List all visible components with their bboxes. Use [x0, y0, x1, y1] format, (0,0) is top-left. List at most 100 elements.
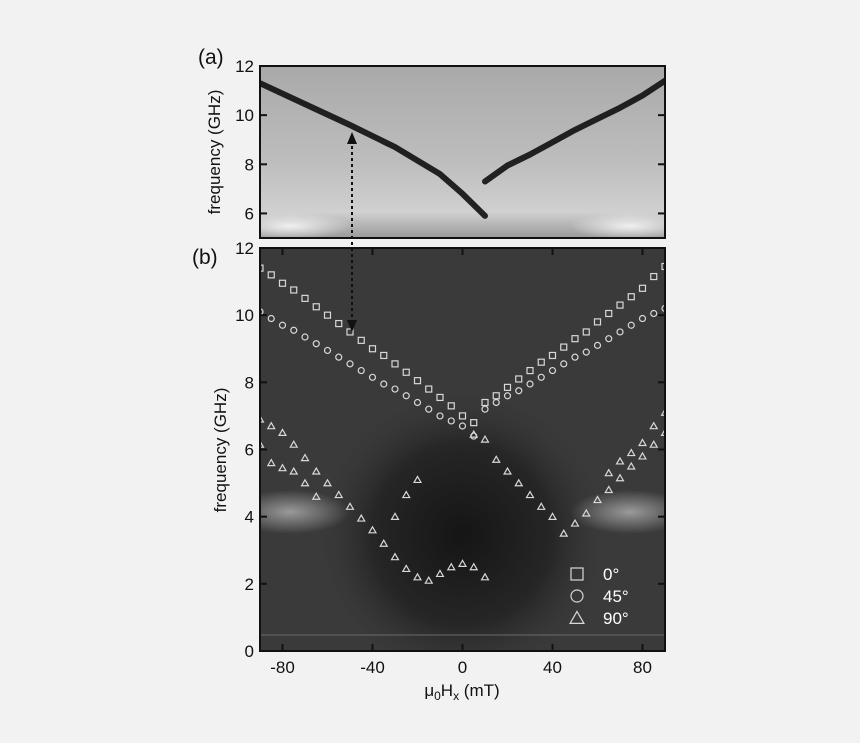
panel-b-ytick-label: 8	[245, 373, 254, 392]
link-arrow-head-bottom	[347, 320, 357, 332]
data-point-triangle	[266, 421, 276, 430]
data-point-triangle	[548, 512, 557, 520]
data-point-circle	[638, 314, 647, 323]
panel-b-bright-right	[570, 490, 665, 534]
data-point-triangle	[638, 451, 647, 460]
data-point-triangle	[536, 502, 546, 510]
data-point-triangle	[401, 564, 411, 573]
legend-marker-square	[570, 567, 584, 581]
data-point-triangle	[525, 490, 535, 499]
data-point-triangle	[345, 502, 355, 510]
data-point-square	[425, 385, 433, 393]
data-point-triangle	[300, 453, 310, 462]
data-point-triangle	[289, 439, 299, 448]
data-point-square	[301, 294, 309, 302]
link-arrow	[347, 132, 357, 332]
data-point-square	[627, 293, 635, 301]
data-point-square	[638, 284, 647, 292]
panel-b-ytick-label: 0	[245, 642, 254, 661]
data-point-triangle	[266, 458, 276, 467]
data-point-circle	[346, 360, 354, 368]
data-point-triangle	[570, 518, 580, 527]
panel-b-xtick-label: 40	[543, 658, 562, 677]
data-point-triangle	[503, 466, 512, 475]
data-point-triangle	[593, 495, 602, 504]
data-point-circle	[582, 348, 590, 356]
data-point-circle	[357, 366, 365, 375]
data-point-circle	[290, 326, 298, 334]
data-point-triangle	[581, 508, 591, 517]
legend-marker-circle	[570, 589, 584, 603]
legend-marker-triangle	[569, 610, 585, 625]
data-point-triangle	[491, 455, 501, 463]
data-point-circle	[605, 335, 613, 343]
data-point-circle	[515, 387, 523, 395]
data-point-square	[537, 358, 545, 366]
x-axis-label-unit: (mT)	[459, 681, 500, 700]
data-point-square	[492, 392, 500, 400]
data-point-square	[278, 279, 287, 287]
panel-a-bright-right	[570, 212, 665, 238]
data-point-circle	[526, 380, 534, 388]
data-point-circle	[301, 333, 309, 341]
data-point-triangle	[469, 562, 479, 571]
data-point-triangle	[435, 569, 445, 578]
panel-a-background	[260, 66, 665, 238]
x-axis-label-h: H	[441, 681, 453, 700]
data-point-square	[526, 366, 534, 375]
x-axis-label: μ0Hx (mT)	[424, 681, 499, 703]
panel-b-ytick-label: 10	[235, 306, 254, 325]
data-point-triangle	[390, 552, 400, 561]
data-point-triangle	[260, 439, 265, 448]
data-point-triangle	[311, 466, 321, 475]
panel-b-ytick-label: 2	[245, 575, 254, 594]
data-point-circle	[503, 392, 512, 400]
data-point-triangle	[480, 572, 490, 581]
data-point-square	[470, 419, 478, 427]
data-point-circle	[413, 398, 422, 407]
data-point-triangle	[356, 513, 366, 522]
data-point-triangle	[480, 434, 490, 443]
data-point-square	[481, 398, 489, 407]
data-point-circle	[425, 405, 433, 413]
legend-label: 0°	[603, 565, 619, 584]
data-point-triangle	[334, 490, 344, 499]
panel-b-ytick-label: 4	[245, 508, 254, 527]
data-point-triangle	[638, 438, 647, 447]
data-point-square	[458, 412, 467, 420]
data-point-circle	[278, 321, 287, 329]
data-point-triangle	[649, 439, 659, 448]
panel-b-ytick-label: 6	[245, 441, 254, 460]
panel-b-markers	[260, 262, 665, 584]
link-arrow-head-top	[347, 132, 357, 144]
panel-b-xtick-label: 80	[633, 658, 652, 677]
data-point-square	[290, 286, 298, 294]
data-point-square	[402, 368, 410, 376]
data-point-triangle	[446, 562, 456, 571]
legend-label: 90°	[603, 609, 629, 628]
data-point-circle	[380, 380, 388, 388]
data-point-triangle	[260, 414, 265, 423]
data-point-square	[661, 262, 665, 271]
data-point-circle	[548, 366, 557, 375]
data-point-triangle	[615, 473, 625, 482]
data-point-circle	[267, 314, 275, 323]
x-axis-label-mu: μ	[424, 681, 434, 700]
data-point-square	[560, 343, 568, 351]
panel-b: 0 2 4 6 8 10 12 -80 -40 0 40 80 (b) frequency (GHz)…	[192, 239, 666, 703]
data-point-circle	[260, 308, 264, 316]
data-point-triangle	[413, 475, 422, 484]
data-point-square	[650, 272, 658, 281]
data-point-square	[346, 328, 354, 336]
x-axis-label-subx: x	[453, 689, 459, 703]
data-point-square	[357, 336, 365, 344]
data-point-square	[260, 264, 264, 272]
data-point-square	[267, 271, 275, 279]
panel-a-trace-1	[482, 77, 665, 185]
data-point-triangle	[323, 478, 332, 487]
data-point-circle	[492, 398, 500, 407]
panel-b-ytick-label: 12	[235, 239, 254, 258]
data-point-circle	[436, 412, 444, 420]
panel-b-bright-left	[260, 490, 350, 534]
